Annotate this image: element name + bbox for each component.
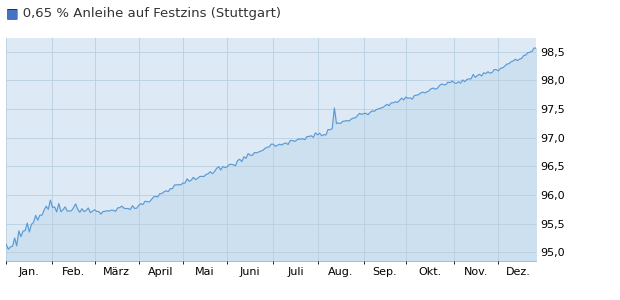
Text: ■ 0,65 % Anleihe auf Festzins (Stuttgart): ■ 0,65 % Anleihe auf Festzins (Stuttgart… [6,8,281,20]
Text: ■: ■ [6,8,19,20]
